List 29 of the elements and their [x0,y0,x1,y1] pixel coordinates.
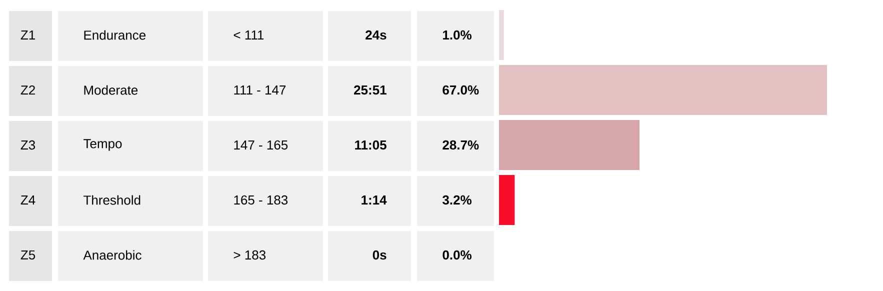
y-tick-label: Z2 [20,85,35,95]
bar [499,120,640,170]
text: Moderate [84,85,138,95]
y-tick-label: Z5 [20,250,36,260]
text: 111 - 147 [234,86,286,94]
data-label: 0.0% [442,250,472,260]
text: 165 - 183 [234,195,288,205]
data-label: 1.0% [443,30,472,40]
text: Endurance [84,30,146,40]
bar [499,10,504,60]
text: < 111 [234,30,264,40]
data-label: 3.2% [442,195,472,205]
y-tick-label: Z1 [20,30,35,40]
text: > 183 [234,250,266,260]
text: 25:51 [354,85,386,95]
data-label: 28.7% [442,140,479,150]
y-tick-label: Z3 [20,140,36,150]
bar [499,65,827,115]
y-tick-label: Z4 [20,196,36,204]
text: 147 - 165 [234,140,288,150]
data-label: 67.0% [442,85,479,95]
text: 11:05 [355,140,386,150]
text: Anaerobic [83,250,142,260]
bar [499,174,515,225]
text: 0s [372,250,386,260]
text: Threshold [84,195,140,205]
text: 1:14 [362,196,387,204]
text: 24s [366,30,386,40]
text: Tempo [84,139,122,151]
